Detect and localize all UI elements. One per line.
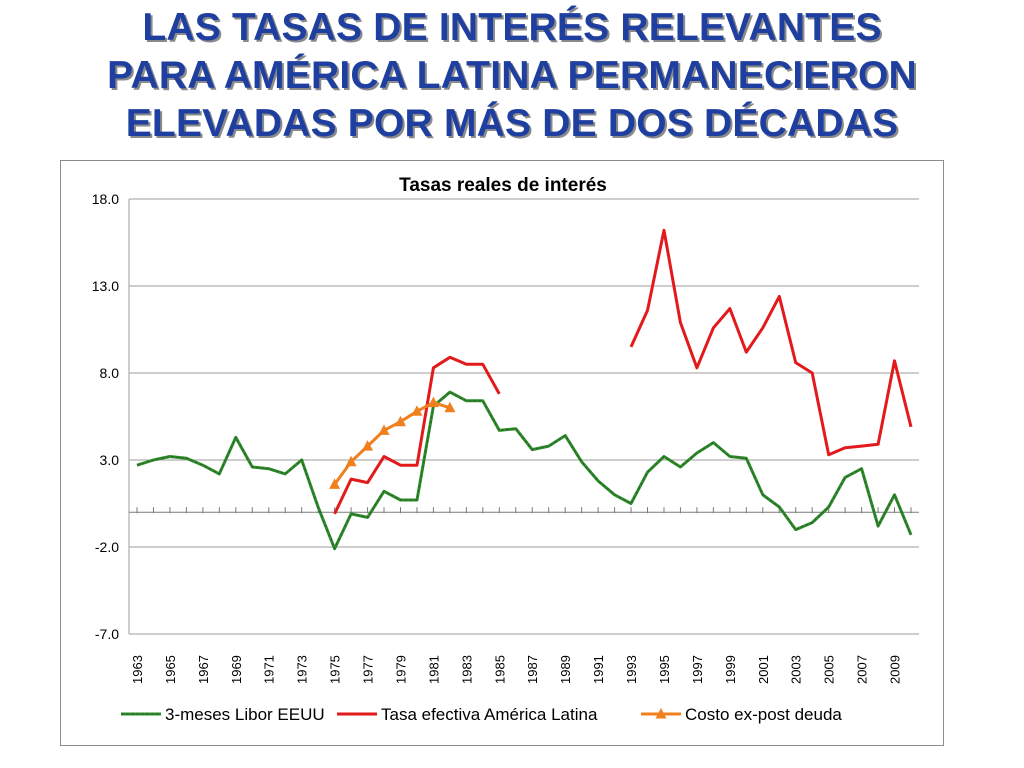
series-costo-marker xyxy=(427,396,439,408)
x-tick-label: 1963 xyxy=(130,655,145,684)
x-tick-label: 1987 xyxy=(525,655,540,684)
series-layer xyxy=(136,228,913,551)
y-tick-label: 3.0 xyxy=(100,452,120,468)
chart-frame: Tasas reales de interés 18.0 13.0 8.0 3.0 -2… xyxy=(60,160,944,746)
y-tick-label: 8.0 xyxy=(100,365,120,381)
x-tick-label: 1977 xyxy=(361,655,376,684)
series-costo-marker xyxy=(345,455,357,467)
series-costo-marker xyxy=(411,405,423,416)
slide-title: LAS TASAS DE INTERÉS RELEVANTES PARA AMÉ… xyxy=(0,4,1024,148)
x-tick-label: 1995 xyxy=(657,655,672,684)
series-libor-line xyxy=(136,390,913,551)
x-tick-label: 1993 xyxy=(624,655,639,684)
series-tasa-line xyxy=(629,228,913,457)
x-tick-label: 1997 xyxy=(690,655,705,684)
slide-title-line-3: ELEVADAS POR MÁS DE DOS DÉCADAS xyxy=(125,102,899,145)
series-tasa-line xyxy=(333,355,501,515)
x-tick-label: 1969 xyxy=(229,655,244,684)
series-costo-marker xyxy=(444,401,456,413)
series-costo-marker xyxy=(362,440,374,451)
x-tick-label: 1971 xyxy=(262,655,277,684)
legend-marker-costo xyxy=(655,708,667,719)
x-tick-label: 1965 xyxy=(163,655,178,684)
series-libor-dash xyxy=(136,391,912,551)
x-tick-label: 1975 xyxy=(328,655,343,684)
slide-title-line-2: PARA AMÉRICA LATINA PERMANECIERON xyxy=(107,54,917,97)
legend-label-tasa: Tasa efectiva América Latina xyxy=(381,705,598,724)
chart-legend: 3-meses Libor EEUU Tasa efectiva América … xyxy=(121,705,842,724)
x-tick-label: 1973 xyxy=(295,655,310,684)
x-tick-label: 2005 xyxy=(822,655,837,684)
x-tick-label: 1967 xyxy=(196,655,211,684)
x-tick-label: 1999 xyxy=(723,655,738,684)
slide-title-line-1: LAS TASAS DE INTERÉS RELEVANTES xyxy=(142,6,882,49)
legend-label-libor: 3-meses Libor EEUU xyxy=(165,705,325,724)
y-tick-label: 18.0 xyxy=(92,191,119,207)
x-tick-label: 1991 xyxy=(591,655,606,684)
grid-layer xyxy=(129,198,919,635)
x-tick-label: 2003 xyxy=(789,655,804,684)
x-tick-label: 2001 xyxy=(756,655,771,684)
x-tick-label: 1983 xyxy=(459,655,474,684)
x-tick-label: 2009 xyxy=(888,655,903,684)
chart-title: Tasas reales de interés xyxy=(399,175,607,196)
line-chart: Tasas reales de interés 18.0 13.0 8.0 3.0 -2… xyxy=(92,175,919,724)
x-tick-label: 1985 xyxy=(492,655,507,684)
y-tick-label: -7.0 xyxy=(95,626,119,642)
series-costo-marker xyxy=(329,478,341,489)
axis-layer: 18.0 13.0 8.0 3.0 -2.0 -7.0 1963 1965 1967 1969 19… xyxy=(92,191,919,684)
x-tick-label: 1989 xyxy=(558,655,573,684)
series-costo-marker xyxy=(394,415,406,427)
legend-label-costo: Costo ex-post deuda xyxy=(685,705,842,724)
x-tick-label: 1981 xyxy=(426,655,441,684)
y-tick-label: -2.0 xyxy=(95,539,119,555)
x-tick-label: 1979 xyxy=(393,655,408,684)
y-tick-label: 13.0 xyxy=(92,278,119,294)
series-costo-marker xyxy=(378,424,390,435)
x-tick-label: 2007 xyxy=(855,655,870,684)
